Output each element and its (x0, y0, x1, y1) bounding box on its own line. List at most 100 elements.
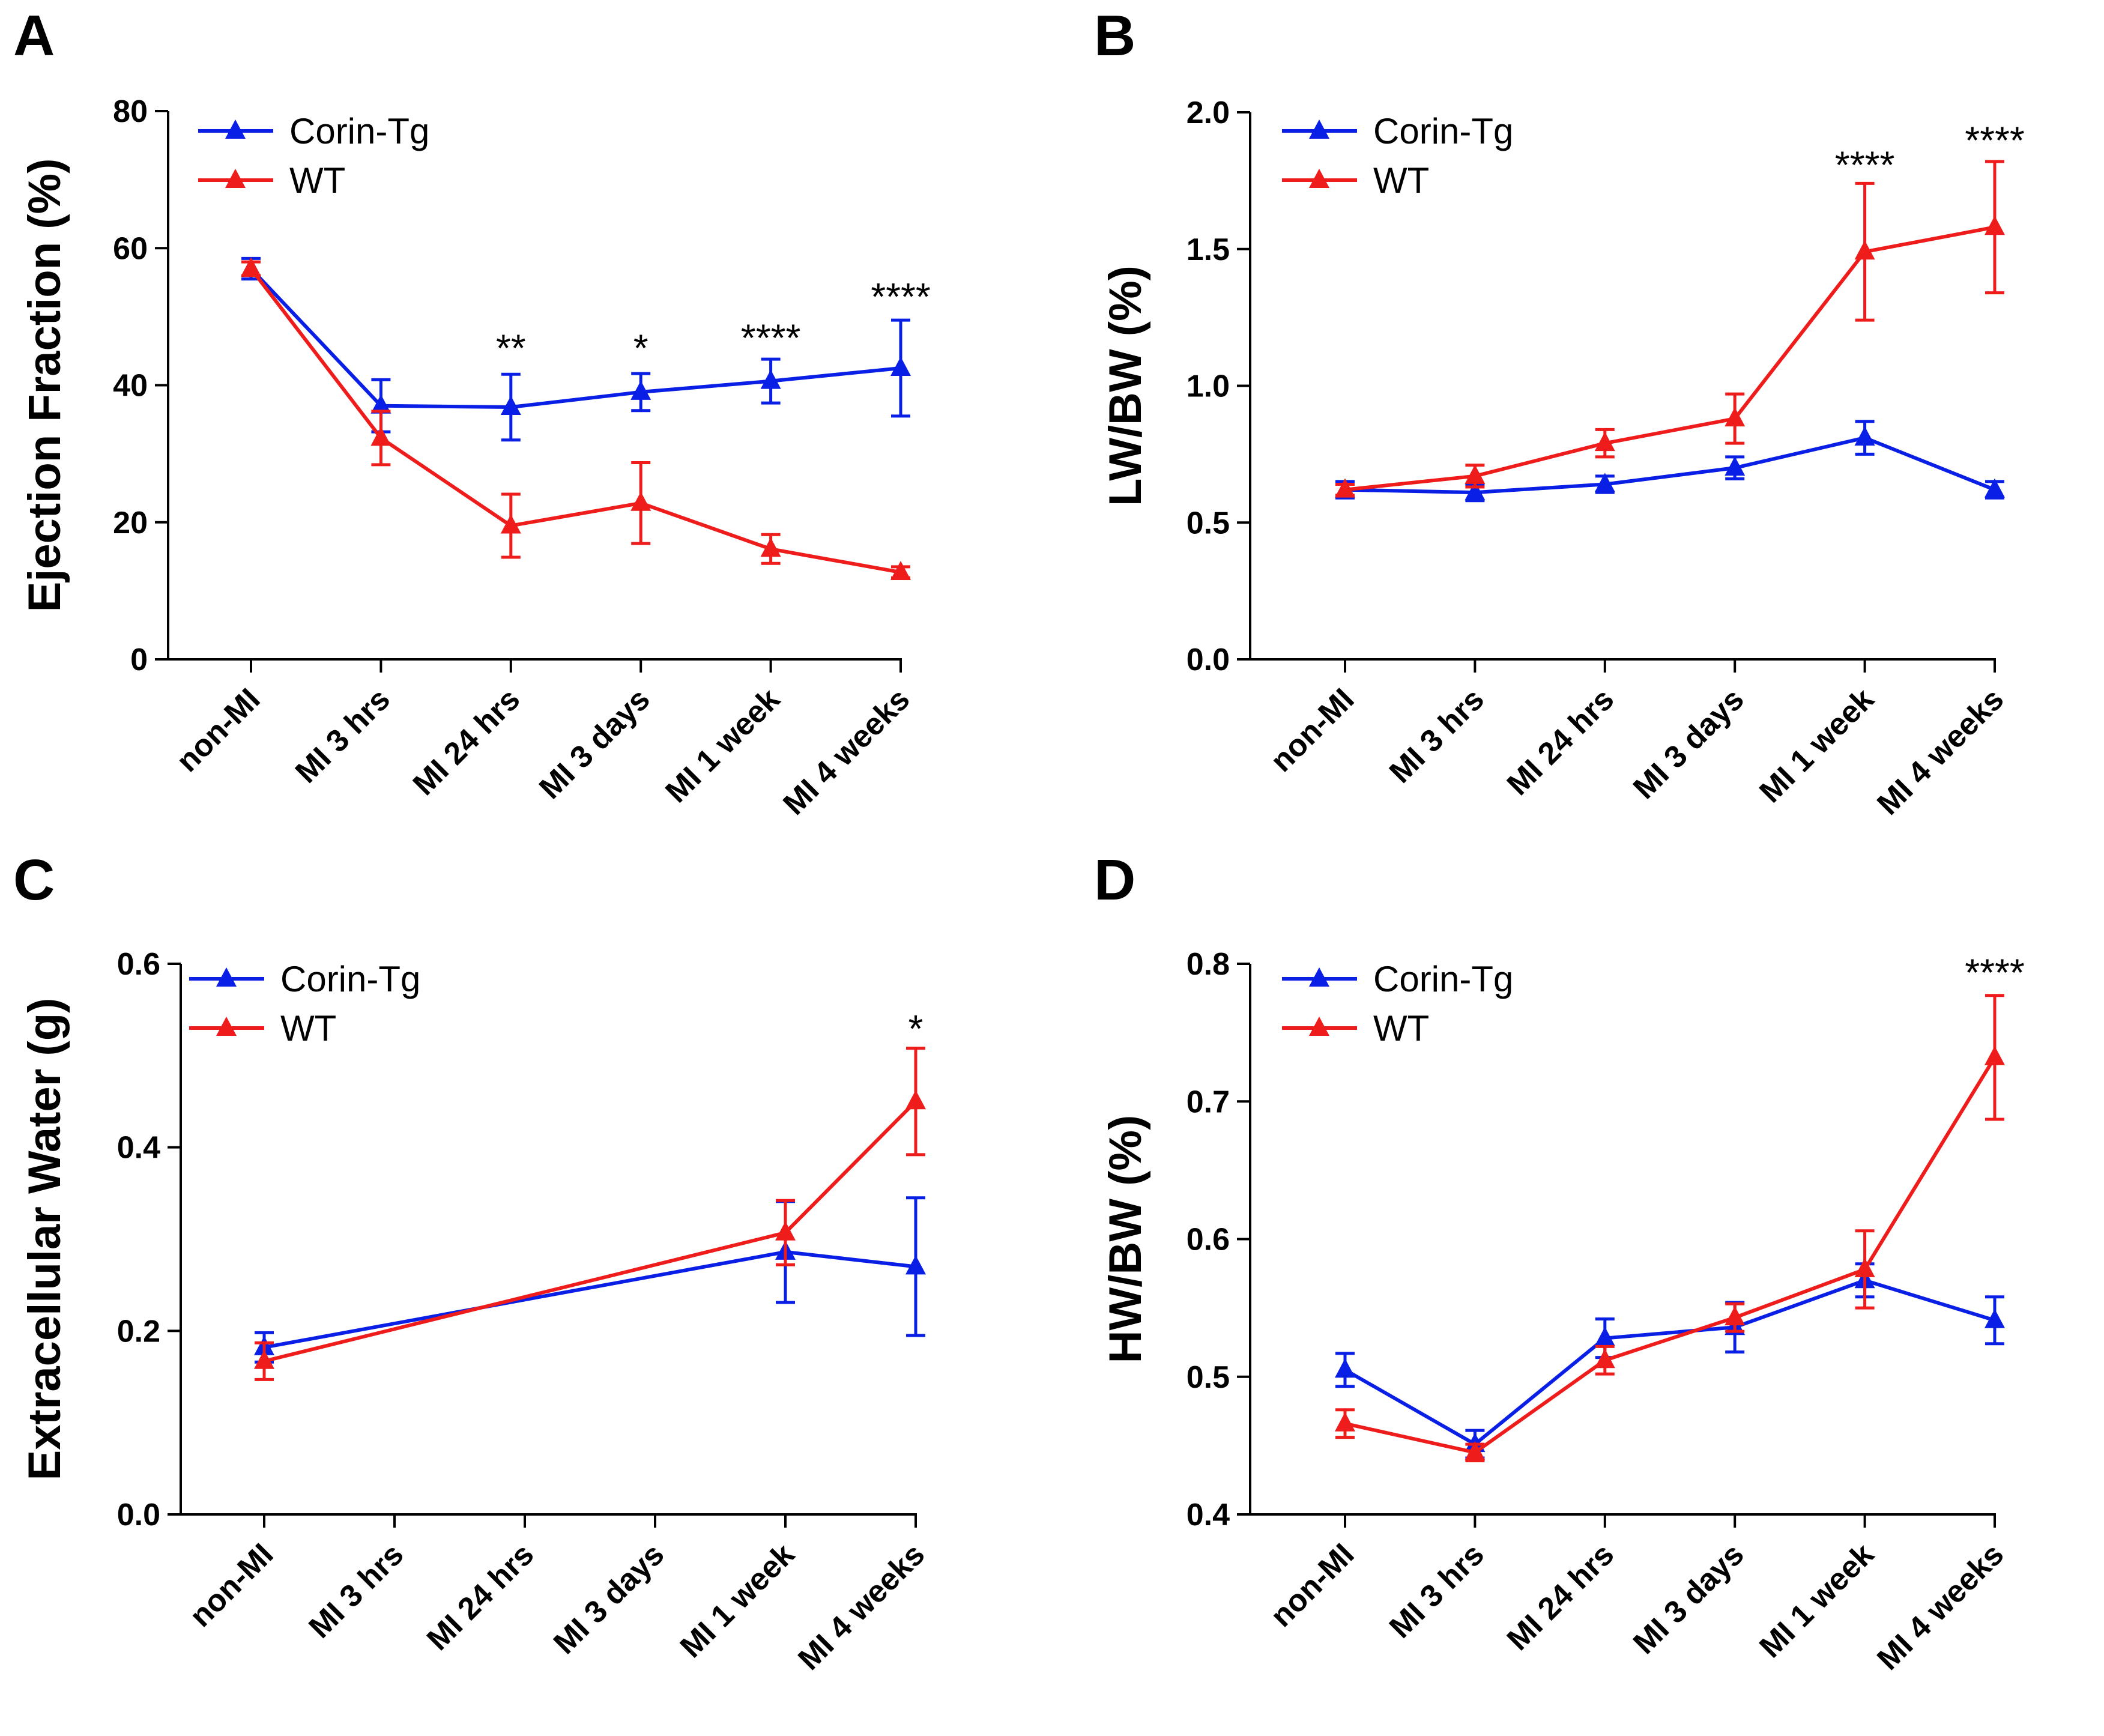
data-point-wt-b (1725, 407, 1746, 427)
y-tick-label-d: 0.8 (1187, 947, 1230, 982)
legend-label-d: Corin-Tg (1373, 959, 1513, 999)
data-point-wt-a (500, 514, 521, 534)
y-tick-label-a: 80 (113, 94, 148, 129)
panel-letter-b: B (1094, 4, 1135, 68)
y-tick-label-d: 0.7 (1187, 1084, 1230, 1119)
series-line-corin-tg-d (1344, 1278, 1995, 1447)
x-tick-label-a: MI 4 weeks (776, 682, 916, 821)
data-point-wt-d (1985, 1045, 2005, 1065)
data-point-corin-tg-b (1594, 473, 1615, 492)
x-tick-label-d: non-MI (1264, 1537, 1361, 1633)
x-tick-label-a: MI 24 hrs (407, 682, 527, 802)
y-tick-label-b: 1.5 (1187, 232, 1230, 267)
y-tick-label-c: 0.2 (117, 1314, 160, 1349)
y-tick-label-d: 0.4 (1187, 1498, 1230, 1532)
x-tick-label-a: non-MI (170, 682, 267, 778)
y-tick-label-b: 0.5 (1187, 506, 1230, 540)
x-tick-label-d: MI 4 weeks (1870, 1537, 2010, 1677)
data-point-corin-tg-a (890, 356, 911, 376)
y-tick-label-d: 0.6 (1187, 1223, 1230, 1257)
chart-panel-d: D 0.4 0.5 0.6 0.7 0.8 non-MI MI 3 hrs MI 24 hrs… (1094, 848, 2025, 1677)
series-line-corin-tg-a (249, 267, 901, 410)
data-point-wt-a (760, 537, 781, 557)
legend-marker-d (1309, 1017, 1329, 1036)
legend-label-a: Corin-Tg (289, 111, 429, 151)
y-tick-label-c: 0.0 (117, 1498, 160, 1532)
data-point-wt-b (1335, 478, 1355, 498)
significance-label-a: * (633, 327, 648, 370)
y-tick-label-a: 20 (113, 506, 148, 540)
y-tick-label-a: 40 (113, 369, 148, 404)
data-point-corin-tg-a (500, 396, 521, 416)
data-point-corin-tg-b (1854, 426, 1875, 446)
x-tick-label-c: MI 24 hrs (420, 1537, 540, 1657)
data-point-wt-a (241, 257, 261, 277)
y-tick-label-b: 1.0 (1187, 369, 1230, 404)
x-tick-label-a: MI 1 week (659, 682, 787, 809)
chart-panel-a: A 0 20 40 60 80 non-MI MI 3 hrs MI 24 hrs MI 3 d… (13, 4, 931, 822)
legend-label-c: WT (280, 1008, 336, 1048)
data-point-wt-b (1985, 216, 2005, 235)
data-point-wt-b (1854, 240, 1875, 260)
y-tick-label-c: 0.4 (117, 1131, 160, 1166)
data-point-wt-a (370, 426, 391, 446)
data-point-corin-tg-d (1985, 1308, 2005, 1328)
legend-label-a: WT (289, 160, 345, 201)
legend-marker-b (1309, 169, 1329, 188)
x-tick-label-d: MI 3 days (1627, 1537, 1751, 1661)
significance-label-b: **** (1835, 143, 1895, 186)
legend-marker-b (1309, 119, 1329, 139)
significance-label-d: **** (1965, 951, 2025, 994)
data-point-wt-b (1594, 432, 1615, 452)
legend-label-b: WT (1373, 160, 1429, 201)
x-tick-label-b: non-MI (1264, 682, 1361, 778)
panel-letter-c: C (13, 848, 55, 912)
x-tick-label-d: MI 3 hrs (1383, 1537, 1491, 1645)
chart-panel-b: B 0.0 0.5 1.0 1.5 2.0 non-MI MI 3 hrs MI 24 hrs… (1094, 4, 2025, 822)
data-point-corin-tg-c (905, 1255, 926, 1275)
x-tick-label-c: MI 3 days (547, 1537, 671, 1661)
panel-letter-a: A (13, 4, 55, 68)
x-tick-label-c: MI 1 week (674, 1537, 802, 1665)
data-point-corin-tg-b (1985, 478, 2005, 498)
x-tick-label-d: MI 1 week (1753, 1537, 1881, 1665)
series-line-corin-tg-c (264, 1250, 916, 1349)
legend-label-c: Corin-Tg (280, 959, 420, 999)
data-point-corin-tg-b (1725, 456, 1746, 476)
series-line-wt-a (249, 267, 901, 575)
data-point-wt-d (1594, 1349, 1615, 1369)
data-point-corin-tg-b (1465, 481, 1486, 501)
legend-label-b: Corin-Tg (1373, 111, 1513, 151)
y-tick-label-a: 60 (113, 231, 148, 266)
legend-label-d: WT (1373, 1008, 1429, 1048)
data-point-corin-tg-a (370, 394, 391, 414)
x-tick-label-b: MI 4 weeks (1870, 682, 2010, 821)
legend-marker-a (225, 169, 246, 188)
significance-label-a: ** (496, 327, 526, 370)
series-line-wt-b (1344, 225, 1995, 492)
x-tick-label-b: MI 24 hrs (1501, 682, 1621, 802)
y-tick-label-c: 0.6 (117, 947, 160, 982)
y-axis-title-b: LW/BW (%) (1100, 265, 1151, 506)
data-point-wt-b (1465, 464, 1486, 484)
series-line-wt-d (1344, 1056, 1997, 1454)
data-point-corin-tg-d (1594, 1326, 1615, 1346)
x-tick-label-a: MI 3 hrs (289, 682, 397, 790)
data-point-corin-tg-a (760, 369, 781, 389)
y-tick-label-b: 2.0 (1187, 95, 1230, 130)
y-tick-label-b: 0.0 (1187, 643, 1230, 677)
panel-letter-d: D (1094, 848, 1135, 912)
data-point-corin-tg-a (630, 380, 651, 400)
legend-marker-d (1309, 967, 1329, 987)
data-point-wt-a (630, 491, 651, 511)
legend-marker-c (216, 1017, 237, 1036)
x-tick-label-c: non-MI (183, 1537, 280, 1633)
x-tick-label-b: MI 1 week (1753, 682, 1881, 809)
significance-label-a: **** (741, 316, 801, 359)
significance-label-a: **** (871, 275, 931, 318)
data-point-wt-d (1335, 1412, 1355, 1432)
y-axis-title-c: Extracellular Water (g) (19, 998, 70, 1481)
y-tick-label-d: 0.5 (1187, 1360, 1230, 1395)
